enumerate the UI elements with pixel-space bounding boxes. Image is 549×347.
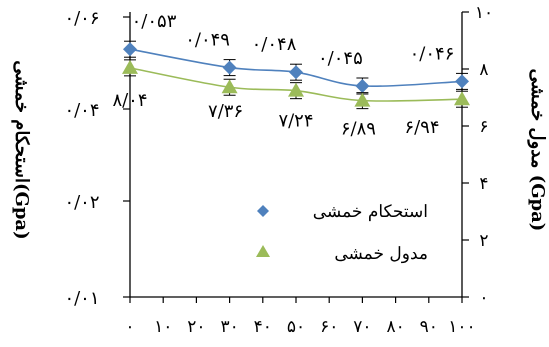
legend-label-0: استحکام خمشی bbox=[313, 202, 428, 222]
x-tick-label: ۱۰۰ bbox=[448, 317, 475, 337]
legend: استحکام خمشی مدول خمشی bbox=[256, 202, 428, 264]
legend-marker-1 bbox=[256, 245, 270, 257]
x-tick-label: ۷۰ bbox=[353, 317, 371, 337]
series-1-point bbox=[122, 60, 138, 74]
series-1-data-label: ۷/۳۶ bbox=[208, 101, 243, 122]
series-1-data-label: ۷/۲۴ bbox=[278, 111, 313, 132]
series-0-data-label: ۰/۰۴۸ bbox=[252, 34, 297, 55]
right-tick-label: ۶ bbox=[479, 117, 488, 137]
legend-marker-0 bbox=[257, 205, 269, 217]
x-tick-label: ۸۰ bbox=[386, 317, 404, 337]
left-axis-title: استحکام خمشی(Gpa) bbox=[11, 60, 32, 239]
right-tick-label: ۸ bbox=[479, 60, 488, 80]
series-1-data-label: ۸/۰۴ bbox=[112, 90, 147, 111]
series-0-data-label: ۰/۰۴۶ bbox=[410, 43, 455, 64]
x-tick-label: ۵۰ bbox=[287, 317, 305, 337]
series-0-point bbox=[289, 65, 303, 79]
series-0-point bbox=[455, 74, 469, 88]
legend-label-1: مدول خمشی bbox=[334, 244, 428, 264]
series-1-data-label: ۶/۸۹ bbox=[341, 119, 376, 140]
left-tick-label: ۰/۰۶ bbox=[64, 8, 99, 29]
left-tick-label: ۰/۰۲ bbox=[64, 192, 99, 213]
x-tick-label: ۲۰ bbox=[187, 317, 205, 337]
x-tick-label: ۱۰ bbox=[154, 317, 172, 337]
series-1-data-label: ۶/۹۴ bbox=[404, 117, 439, 138]
x-tick-label: ۹۰ bbox=[420, 317, 438, 337]
series-0-data-label: ۰/۰۵۳ bbox=[132, 11, 177, 32]
right-tick-label: ۲ bbox=[479, 231, 488, 251]
series-0-point bbox=[355, 79, 369, 93]
left-tick-label: ۰/۰۴ bbox=[64, 100, 99, 121]
right-tick-label: ۴ bbox=[479, 174, 488, 194]
left-tick-label: ۰/۰۱ bbox=[64, 288, 99, 309]
x-tick-label: ۴۰ bbox=[254, 317, 272, 337]
right-axis-title: مدول خمشی (Gpa) bbox=[527, 69, 548, 232]
x-tick-label: ۶۰ bbox=[320, 317, 338, 337]
series-1-point bbox=[454, 91, 470, 105]
series-0-data-label: ۰/۰۴۹ bbox=[185, 30, 230, 51]
series-0-point bbox=[223, 61, 237, 75]
series-0-data-label: ۰/۰۴۵ bbox=[318, 48, 363, 69]
x-tick-label: ۰ bbox=[125, 317, 134, 337]
right-tick-label: ۰ bbox=[479, 288, 488, 308]
x-tick-label: ۳۰ bbox=[220, 317, 238, 337]
series-0-point bbox=[123, 42, 137, 56]
right-tick-label: ۱۰ bbox=[475, 3, 493, 23]
